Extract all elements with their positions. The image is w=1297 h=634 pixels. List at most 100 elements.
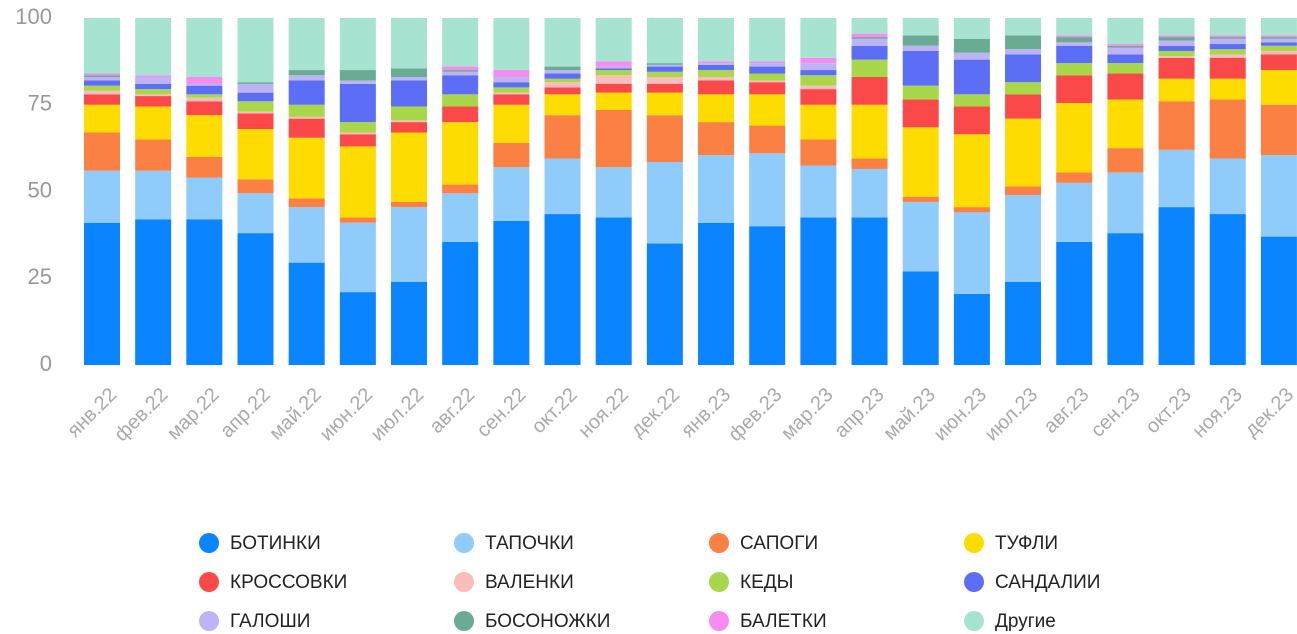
bar-segment xyxy=(698,80,735,95)
bar-segment xyxy=(749,80,786,83)
bar-segment xyxy=(646,64,683,67)
bar-segment xyxy=(646,18,683,64)
bar-segment xyxy=(698,64,735,71)
bar-segment xyxy=(237,92,274,102)
bar-segment xyxy=(493,94,530,105)
bar-segment xyxy=(544,70,581,74)
bar-segment xyxy=(1107,45,1144,48)
bar-segment xyxy=(391,122,428,133)
bar-segment xyxy=(800,70,837,76)
bar-segment xyxy=(1158,57,1195,79)
bar-segment xyxy=(595,68,632,71)
bar-segment xyxy=(749,61,786,64)
bar-segment xyxy=(391,281,428,365)
x-tick-label: фев.22 xyxy=(110,384,172,446)
bar-segment xyxy=(1107,44,1144,46)
bar-segment xyxy=(493,18,530,71)
bar-segment xyxy=(1056,45,1093,64)
bar-segment xyxy=(1056,103,1093,173)
bar-segment xyxy=(1209,78,1246,100)
legend-swatch xyxy=(709,572,729,592)
x-tick-label: дек.22 xyxy=(627,384,685,442)
bar-segment xyxy=(749,63,786,67)
bar-segment xyxy=(1158,45,1195,51)
bar-segment xyxy=(851,37,888,39)
bar-segment xyxy=(902,50,939,86)
bar-segment xyxy=(84,76,120,81)
bar-segment xyxy=(800,165,837,218)
bar-segment xyxy=(1158,18,1195,36)
bar-segment xyxy=(749,82,786,95)
bar-segment xyxy=(339,18,376,71)
legend-swatch xyxy=(199,533,219,553)
bar-segment xyxy=(1005,82,1042,95)
bar-segment xyxy=(237,113,274,130)
bar-segment xyxy=(391,68,428,77)
bar-segment xyxy=(237,82,274,84)
bar-segment xyxy=(391,106,428,121)
bar-segment xyxy=(1056,172,1093,183)
legend-label: БОСОНОЖКИ xyxy=(485,611,610,632)
bar-segment xyxy=(339,70,376,81)
bar-segment xyxy=(391,132,428,202)
x-tick-label: май.23 xyxy=(879,384,940,445)
bar-segment xyxy=(84,94,120,105)
bar-segment xyxy=(902,35,939,46)
bar-segment xyxy=(84,222,120,365)
bar-segment xyxy=(391,80,428,107)
bar-segment xyxy=(1260,35,1297,38)
bar-segment xyxy=(544,73,581,79)
bar-segment xyxy=(1209,57,1246,79)
bar-segment xyxy=(800,75,837,86)
bar-segment xyxy=(698,122,735,156)
legend-swatch xyxy=(964,533,984,553)
bar-segment xyxy=(84,132,120,171)
legend-label: КЕДЫ xyxy=(740,572,793,593)
bar-segment xyxy=(339,134,376,147)
bar-segment xyxy=(698,76,735,81)
bar-segment xyxy=(186,85,223,95)
bar-segment xyxy=(953,293,990,365)
bar-segment xyxy=(1209,214,1246,365)
bar-segment xyxy=(186,101,223,116)
bar-segment xyxy=(186,94,223,98)
y-tick-label: 50 xyxy=(28,177,52,202)
bar-segment xyxy=(953,59,990,95)
bar-segment xyxy=(544,78,581,83)
bar-segment xyxy=(800,85,837,90)
bar-segment xyxy=(135,219,172,365)
bar-segment xyxy=(84,75,120,77)
bar-segment xyxy=(135,170,172,220)
bar-segment xyxy=(800,139,837,166)
bar-segment xyxy=(1260,54,1297,71)
bar-segment xyxy=(1209,37,1246,39)
bar-segment xyxy=(186,76,223,84)
bar-segment xyxy=(1005,194,1042,282)
bar-segment xyxy=(1260,236,1297,365)
bar-segment xyxy=(1209,38,1246,45)
bar-segment xyxy=(698,222,735,365)
legend-label: САПОГИ xyxy=(740,533,818,554)
bar-segment xyxy=(749,226,786,365)
x-tick-label: окт.22 xyxy=(527,384,581,438)
bar-segment xyxy=(1158,35,1195,38)
bar-segment xyxy=(1005,94,1042,119)
bar-segment xyxy=(1260,104,1297,156)
bar-segment xyxy=(442,106,479,123)
bar-segment xyxy=(1209,44,1246,50)
bar-segment xyxy=(902,99,939,128)
bar-segment xyxy=(1158,207,1195,365)
bar-segment xyxy=(1158,149,1195,208)
bar-segment xyxy=(493,82,530,88)
bar-segment xyxy=(544,87,581,95)
bar-segment xyxy=(646,83,683,93)
bar-segment xyxy=(953,134,990,208)
bar-segment xyxy=(595,217,632,365)
legend-swatch xyxy=(964,572,984,592)
x-tick-label: авг.22 xyxy=(425,384,479,438)
x-tick-label: сен.23 xyxy=(1087,384,1145,442)
bar-segment xyxy=(288,118,325,138)
bar-segment xyxy=(493,220,530,365)
bar-segment xyxy=(391,207,428,282)
